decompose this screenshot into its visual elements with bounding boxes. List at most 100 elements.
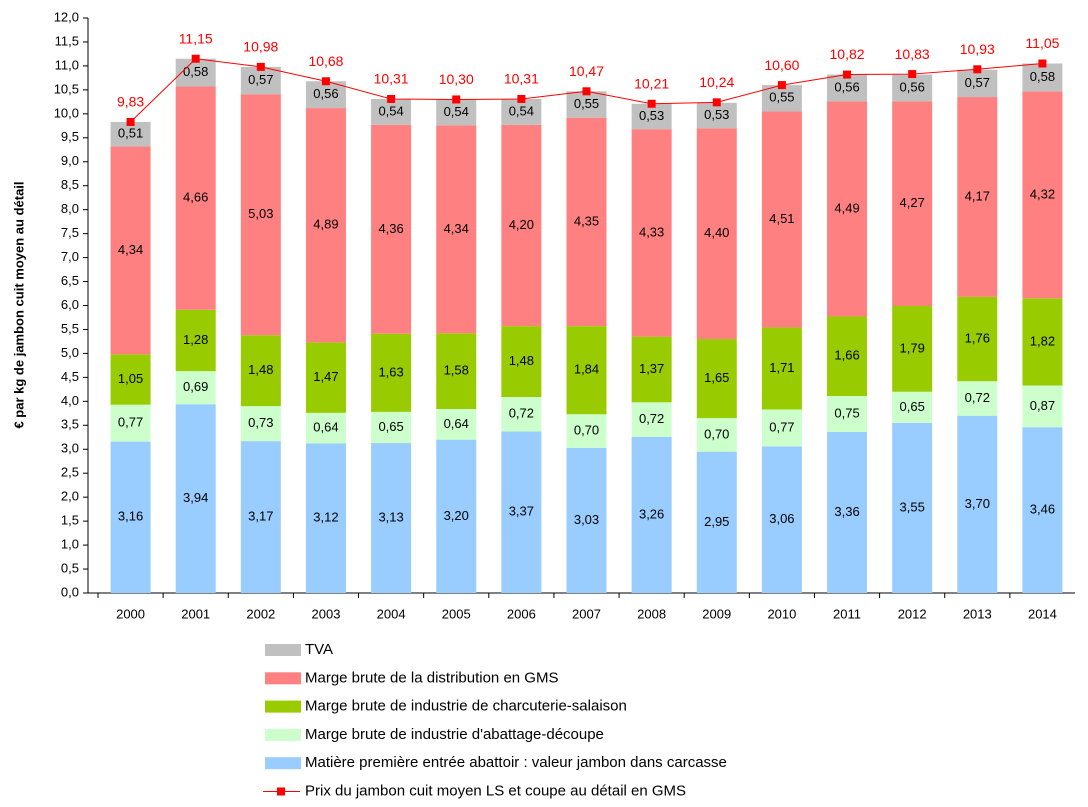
data-label: 1,37 bbox=[639, 361, 664, 376]
data-label: 10,60 bbox=[764, 57, 799, 73]
bar-segment bbox=[110, 404, 151, 442]
bar-segment bbox=[305, 443, 346, 593]
y-tick-label: 6,0 bbox=[61, 297, 79, 312]
y-tick-label: 12,0 bbox=[54, 9, 79, 24]
data-label: 3,70 bbox=[965, 496, 990, 511]
bar-segment bbox=[566, 91, 607, 118]
data-label: 0,70 bbox=[704, 426, 729, 441]
data-label: 3,94 bbox=[183, 490, 208, 505]
data-label: 0,54 bbox=[509, 103, 534, 118]
bar-segment bbox=[305, 81, 346, 109]
bar-segment bbox=[436, 99, 477, 126]
bar-segment bbox=[371, 98, 412, 125]
legend-swatch bbox=[265, 700, 301, 713]
legend-swatch bbox=[265, 644, 301, 656]
x-tick-label: 2013 bbox=[963, 606, 992, 621]
data-label: 5,03 bbox=[248, 206, 273, 221]
data-label: 0,54 bbox=[378, 103, 403, 118]
y-tick-label: 7,0 bbox=[61, 249, 79, 264]
bar-segment bbox=[436, 333, 477, 409]
bar-segment bbox=[1022, 91, 1063, 299]
data-label: 0,64 bbox=[444, 416, 469, 431]
line-marker bbox=[712, 98, 721, 107]
data-label: 10,82 bbox=[830, 46, 865, 62]
line-marker bbox=[777, 81, 786, 90]
bar-segment bbox=[1022, 63, 1063, 92]
bar-segment bbox=[371, 443, 412, 593]
data-label: 4,27 bbox=[900, 195, 925, 210]
bar-segment bbox=[892, 422, 933, 593]
y-tick-label: 11,5 bbox=[55, 33, 79, 48]
bar-segment bbox=[501, 326, 542, 398]
bar-segment bbox=[240, 441, 281, 593]
bar-segment bbox=[631, 402, 672, 437]
data-label: 4,20 bbox=[509, 217, 534, 232]
line-marker bbox=[973, 65, 982, 74]
data-label: 0,53 bbox=[639, 108, 664, 123]
bar-segment bbox=[175, 86, 216, 310]
bar-segment bbox=[761, 327, 802, 410]
legend-label: Prix du jambon cuit moyen LS et coupe au… bbox=[305, 782, 686, 799]
bar-segment bbox=[761, 85, 802, 112]
data-label: 1,47 bbox=[313, 369, 338, 384]
bar-segment bbox=[240, 94, 281, 336]
data-label: 0,72 bbox=[965, 390, 990, 405]
data-label: 4,32 bbox=[1030, 186, 1055, 201]
bar-segment bbox=[436, 439, 477, 593]
data-label: 10,47 bbox=[569, 63, 604, 79]
y-tick-label: 8,0 bbox=[61, 201, 79, 216]
data-label: 0,57 bbox=[248, 72, 273, 87]
y-tick-label: 1,5 bbox=[61, 513, 79, 528]
y-tick-label: 9,5 bbox=[61, 129, 79, 144]
data-label: 0,54 bbox=[444, 104, 469, 119]
data-label: 4,51 bbox=[769, 211, 794, 226]
y-tick-label: 2,0 bbox=[61, 489, 79, 504]
data-label: 0,56 bbox=[834, 79, 859, 94]
x-tick-label: 2003 bbox=[312, 606, 341, 621]
legend-swatch bbox=[265, 757, 301, 770]
data-label: 1,48 bbox=[248, 362, 273, 377]
data-label: 0,53 bbox=[704, 107, 729, 122]
bar-segment bbox=[827, 316, 868, 397]
data-label: 10,31 bbox=[504, 71, 539, 87]
legend-label: Marge brute de la distribution en GMS bbox=[305, 669, 558, 686]
bar-segment bbox=[501, 397, 542, 432]
data-label: 3,16 bbox=[118, 509, 143, 524]
data-label: 4,40 bbox=[704, 225, 729, 240]
bar-segment bbox=[957, 97, 998, 297]
legend-swatch bbox=[265, 728, 301, 741]
bar-segment bbox=[175, 58, 216, 87]
legend-marker bbox=[277, 787, 285, 796]
data-label: 1,71 bbox=[769, 360, 794, 375]
y-tick-label: 3,0 bbox=[61, 441, 79, 456]
x-tick-label: 2012 bbox=[898, 606, 927, 621]
bar-segment bbox=[566, 447, 607, 593]
y-tick-label: 1,0 bbox=[61, 537, 79, 552]
legend-label: TVA bbox=[305, 641, 333, 658]
bar-segment bbox=[631, 336, 672, 403]
bar-segment bbox=[1022, 385, 1063, 428]
bar-segment bbox=[1022, 298, 1063, 386]
data-label: 9,83 bbox=[117, 94, 144, 110]
data-label: 0,69 bbox=[183, 379, 208, 394]
data-label: 0,51 bbox=[118, 126, 143, 141]
bar-segment bbox=[110, 354, 151, 405]
data-label: 10,31 bbox=[374, 71, 409, 87]
y-tick-label: 7,5 bbox=[61, 225, 79, 240]
data-label: 4,34 bbox=[118, 242, 143, 257]
data-label: 0,72 bbox=[509, 406, 534, 421]
x-tick-label: 2011 bbox=[833, 606, 861, 621]
legend-swatch bbox=[265, 672, 301, 685]
data-label: 0,65 bbox=[900, 399, 925, 414]
bar-segment bbox=[566, 414, 607, 448]
bar-segment bbox=[110, 121, 151, 147]
y-tick-label: 5,0 bbox=[61, 345, 79, 360]
data-label: 0,77 bbox=[769, 419, 794, 434]
x-tick-label: 2005 bbox=[442, 606, 471, 621]
line-marker bbox=[126, 117, 135, 126]
line-marker bbox=[647, 99, 656, 108]
line-marker bbox=[1038, 59, 1047, 68]
bar-segment bbox=[827, 432, 868, 593]
x-tick-label: 2006 bbox=[507, 606, 536, 621]
